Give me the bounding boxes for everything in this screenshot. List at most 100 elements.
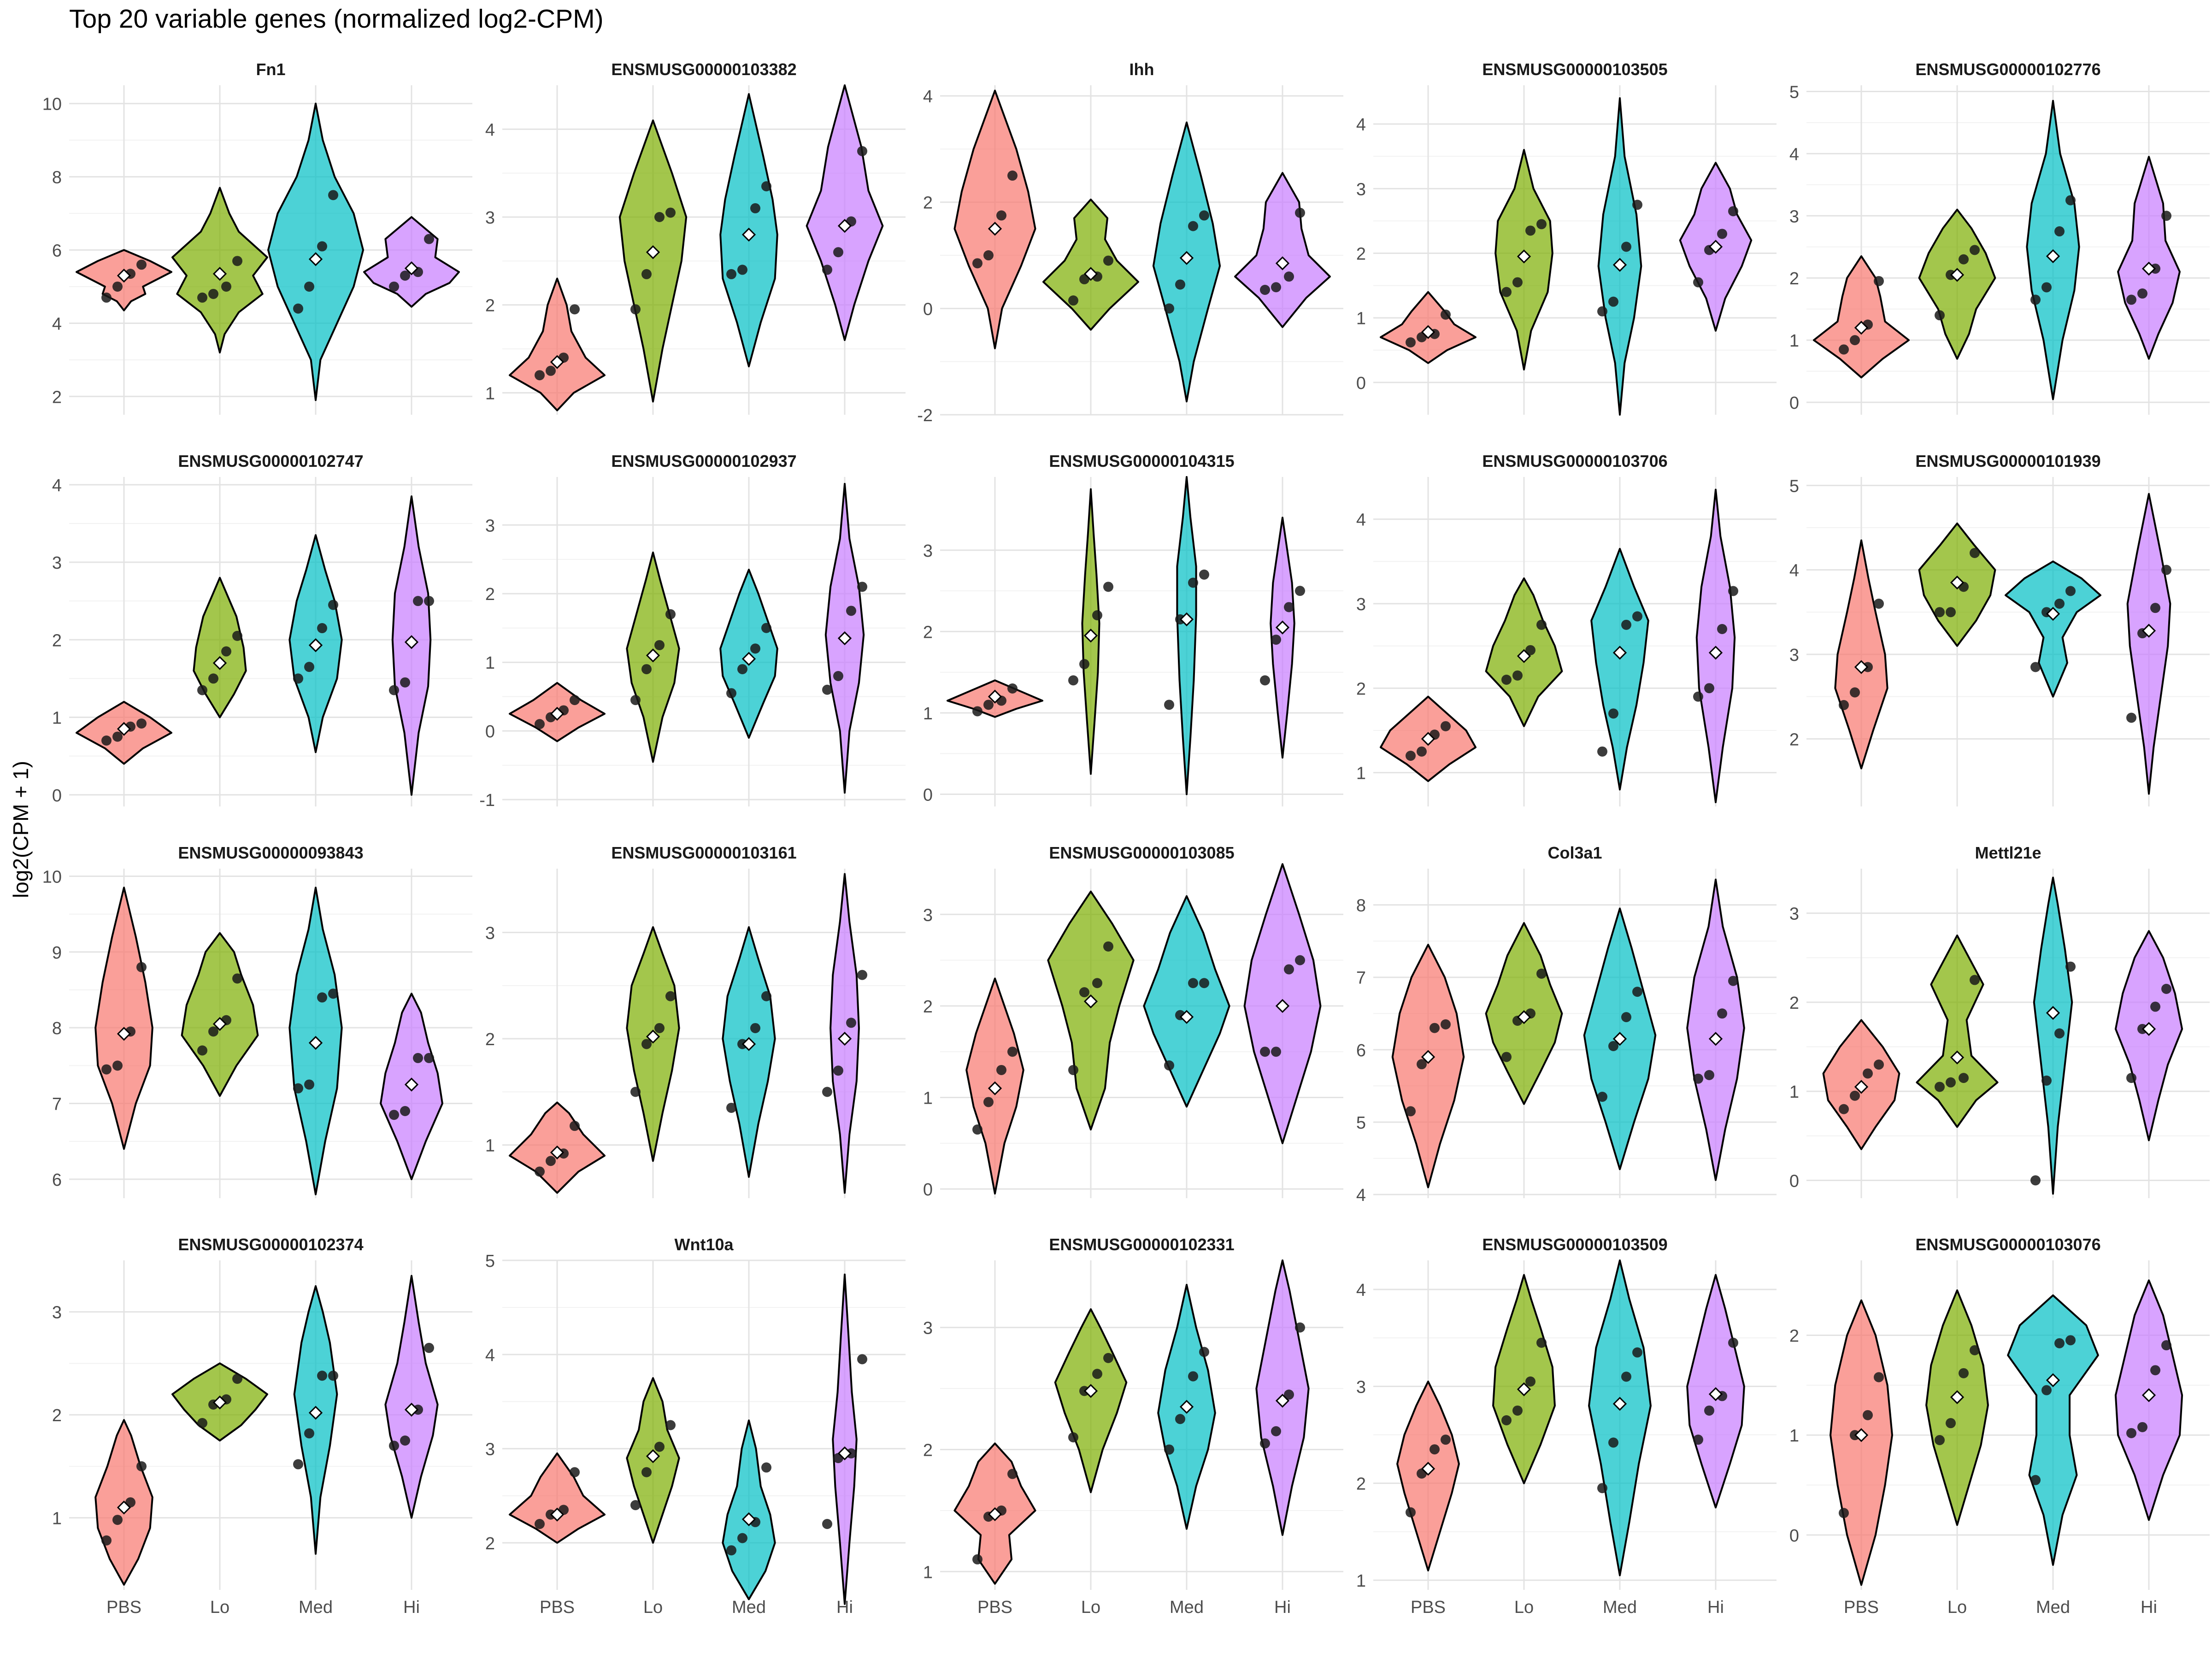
y-tick-label: 2 — [1356, 679, 1366, 699]
y-tick-label: 3 — [485, 516, 495, 535]
data-point — [846, 606, 856, 616]
mean-marker — [1517, 1382, 1531, 1396]
data-point — [641, 1039, 652, 1049]
data-point — [1512, 277, 1523, 288]
data-point — [546, 1156, 556, 1166]
y-tick-label: -1 — [479, 791, 495, 810]
data-point — [1007, 1469, 1018, 1479]
y-tick-label: 1 — [1356, 309, 1366, 329]
x-tick-label: PBS — [540, 1598, 575, 1617]
panel-title: ENSMUSG00000101939 — [1915, 452, 2100, 471]
mean-marker — [404, 1402, 419, 1417]
x-tick-label: Med — [2036, 1598, 2070, 1617]
data-point — [1536, 1337, 1547, 1348]
y-tick-label: -2 — [917, 406, 933, 425]
data-point — [232, 256, 242, 266]
panel-ensmusg00000103706: 1 2 3 4 ENSMUSG00000103706 — [1356, 452, 1777, 806]
y-tick-label: 0 — [923, 786, 933, 805]
data-point — [726, 1545, 736, 1556]
data-point — [996, 1065, 1006, 1075]
panel-ensmusg00000103076: 0 1 2 ENSMUSG00000103076 PBS Lo Med Hi — [1789, 1235, 2210, 1617]
data-point — [570, 695, 580, 706]
data-point — [1441, 309, 1451, 320]
y-tick-label: 1 — [485, 1136, 495, 1156]
mean-marker — [1083, 267, 1098, 281]
data-point — [2030, 294, 2041, 305]
data-point — [1525, 1376, 1535, 1387]
data-point — [630, 1087, 641, 1097]
data-point — [983, 1097, 994, 1107]
panel-ensmusg00000103161: 1 2 3 ENSMUSG00000103161 — [485, 843, 906, 1198]
data-point — [1199, 569, 1209, 580]
data-point — [1199, 210, 1209, 221]
violin-pbs — [1391, 944, 1465, 1188]
data-point — [1007, 1047, 1018, 1057]
data-point — [726, 269, 736, 279]
data-point — [1441, 721, 1451, 731]
data-point — [317, 241, 327, 252]
y-tick-label: 2 — [1789, 269, 1799, 288]
data-point — [1501, 287, 1512, 297]
data-point — [424, 1342, 434, 1353]
data-point — [1188, 978, 1198, 988]
mean-marker — [117, 1500, 131, 1515]
data-point — [1597, 746, 1607, 757]
mean-marker — [1708, 1387, 1723, 1401]
data-point — [1007, 171, 1018, 181]
x-tick-label: Lo — [210, 1598, 229, 1617]
mean-marker — [1179, 251, 1194, 265]
data-point — [1608, 1041, 1618, 1051]
panel-ensmusg00000101939: 2 3 4 5 ENSMUSG00000101939 — [1789, 452, 2210, 806]
y-tick-label: 3 — [485, 208, 495, 228]
data-point — [1839, 344, 1849, 355]
panel-title: Col3a1 — [1547, 843, 1602, 862]
data-point — [1260, 1047, 1270, 1057]
y-tick-label: 3 — [52, 553, 62, 573]
x-tick-label: Lo — [1081, 1598, 1100, 1617]
data-point — [1839, 1508, 1849, 1518]
y-tick-label: 1 — [923, 1563, 933, 1582]
mean-marker — [2141, 261, 2156, 276]
data-point — [197, 685, 207, 695]
data-point — [2126, 712, 2136, 723]
data-point — [400, 271, 410, 281]
mean-marker — [1950, 1050, 1965, 1065]
mean-marker — [741, 1037, 756, 1051]
data-point — [1632, 200, 1642, 210]
mean-marker — [837, 631, 852, 646]
violin-pbs — [1830, 1299, 1893, 1586]
data-point — [2054, 599, 2065, 609]
data-point — [2054, 1028, 2065, 1039]
data-point — [101, 292, 112, 303]
mean-marker — [1854, 1080, 1869, 1094]
mean-marker — [117, 268, 131, 283]
data-point — [1068, 1432, 1078, 1442]
data-point — [197, 1045, 207, 1056]
x-tick-label: Hi — [1707, 1598, 1724, 1617]
mean-marker — [404, 635, 419, 649]
data-point — [972, 1554, 982, 1565]
violin-lo — [1925, 1289, 1989, 1526]
data-point — [546, 365, 556, 376]
y-tick-label: 10 — [42, 867, 62, 887]
mean-marker — [1950, 268, 1965, 282]
data-point — [1525, 645, 1535, 655]
violin-lo — [1492, 1274, 1556, 1484]
data-point — [1621, 1371, 1631, 1382]
data-point — [136, 1461, 147, 1471]
violin-lo — [1054, 1308, 1128, 1494]
y-tick-label: 2 — [923, 1441, 933, 1460]
data-point — [293, 1083, 303, 1094]
y-tick-label: 2 — [1789, 1327, 1799, 1346]
panel-title: ENSMUSG00000103382 — [611, 60, 796, 79]
data-point — [293, 1459, 303, 1470]
data-point — [101, 1535, 112, 1546]
data-point — [1946, 1077, 1956, 1088]
violin-lo — [181, 932, 259, 1097]
data-point — [1728, 586, 1738, 596]
data-point — [1704, 1070, 1714, 1080]
y-tick-label: 1 — [923, 1089, 933, 1108]
panel-ensmusg00000102776: 0 1 2 3 4 5 ENSMUSG00000102776 — [1789, 60, 2210, 415]
panel-title: ENSMUSG00000102331 — [1049, 1235, 1234, 1254]
